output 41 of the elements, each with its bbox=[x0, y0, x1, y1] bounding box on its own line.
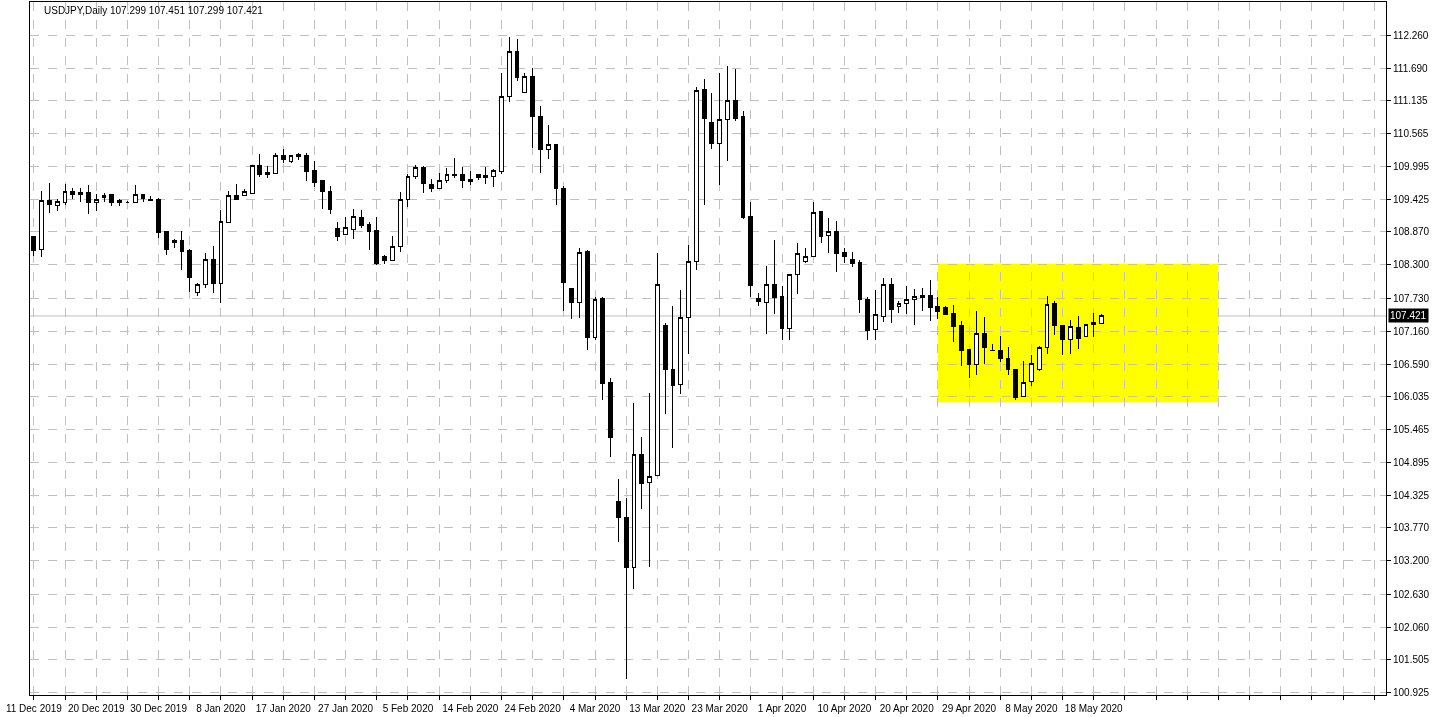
y-tick-label: 104.325 bbox=[1393, 490, 1430, 502]
y-tick-label: 103.770 bbox=[1393, 522, 1430, 534]
y-tick-label: 102.060 bbox=[1393, 621, 1430, 633]
x-tick-label: 23 Mar 2020 bbox=[691, 703, 749, 714]
x-tick-label: 8 May 2020 bbox=[1005, 703, 1058, 714]
y-tick-label: 106.035 bbox=[1393, 390, 1430, 402]
x-tick-label: 11 Dec 2019 bbox=[5, 703, 63, 714]
ref-line-label: 107.421 bbox=[1390, 310, 1427, 321]
y-tick-label: 111.690 bbox=[1393, 62, 1429, 74]
y-tick-label: 111.135 bbox=[1393, 94, 1429, 106]
x-tick-label: 29 Apr 2020 bbox=[942, 703, 997, 714]
x-tick-label: 20 Apr 2020 bbox=[879, 703, 935, 714]
chart-title: USDJPY,Daily 107.299 107.451 107.299 107.421 bbox=[44, 5, 264, 17]
x-tick-label: 18 May 2020 bbox=[1064, 703, 1124, 714]
y-tick-label: 102.630 bbox=[1393, 588, 1430, 600]
y-tick-label: 109.995 bbox=[1393, 161, 1430, 173]
y-tick-label: 106.590 bbox=[1393, 358, 1430, 370]
y-tick-label: 107.160 bbox=[1393, 325, 1430, 337]
x-tick-label: 10 Apr 2020 bbox=[817, 703, 872, 714]
x-tick-label: 30 Dec 2019 bbox=[130, 703, 188, 714]
y-tick-label: 109.425 bbox=[1393, 194, 1430, 206]
y-tick-label: 110.565 bbox=[1393, 127, 1429, 139]
x-tick-label: 5 Feb 2020 bbox=[382, 703, 434, 714]
x-tick-label: 20 Dec 2019 bbox=[67, 703, 126, 714]
x-tick-label: 8 Jan 2020 bbox=[196, 703, 247, 714]
x-tick-label: 17 Jan 2020 bbox=[255, 703, 312, 714]
y-tick-label: 108.300 bbox=[1393, 259, 1430, 271]
y-tick-label: 104.895 bbox=[1393, 457, 1430, 469]
x-tick-label: 24 Feb 2020 bbox=[504, 703, 562, 714]
x-tick-label: 27 Jan 2020 bbox=[318, 703, 374, 714]
x-tick-label: 1 Apr 2020 bbox=[757, 703, 807, 714]
y-tick-label: 103.200 bbox=[1393, 555, 1430, 567]
y-tick-label: 105.465 bbox=[1393, 423, 1430, 435]
y-tick-label: 101.505 bbox=[1393, 653, 1430, 665]
y-tick-label: 107.730 bbox=[1393, 292, 1430, 304]
y-tick-label: 100.925 bbox=[1393, 687, 1430, 699]
y-tick-label: 108.870 bbox=[1393, 226, 1430, 238]
x-tick-label: 4 Mar 2020 bbox=[569, 703, 621, 714]
y-tick-label: 112.260 bbox=[1393, 29, 1429, 41]
x-tick-label: 14 Feb 2020 bbox=[442, 703, 499, 714]
x-tick-label: 13 Mar 2020 bbox=[629, 703, 686, 714]
